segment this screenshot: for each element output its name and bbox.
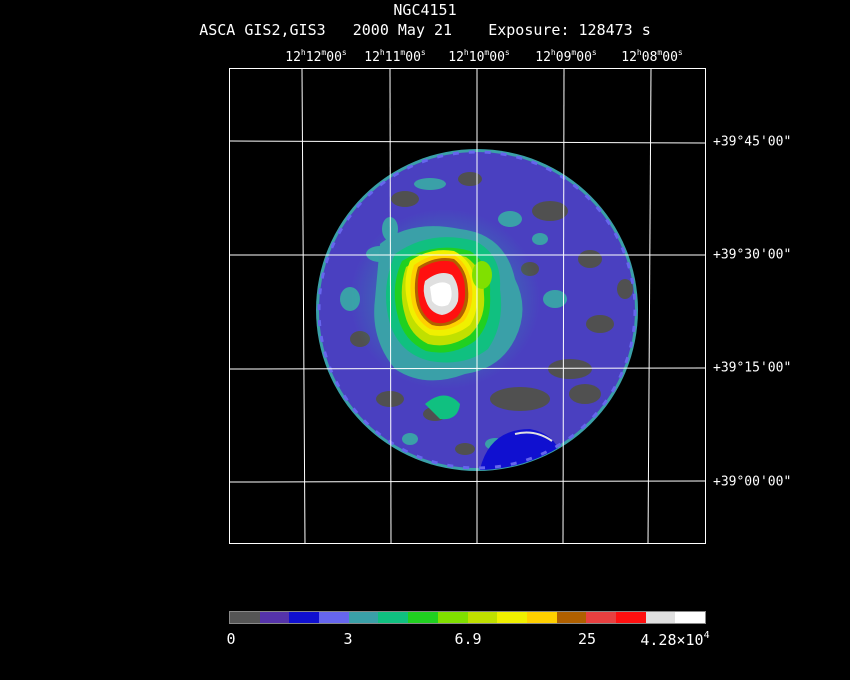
- ra-label: 12h08m00s: [621, 48, 683, 65]
- ra-label: 12h12m00s: [285, 48, 347, 65]
- colorbar-label: 25: [577, 630, 597, 648]
- colorbar-swatch: [497, 612, 527, 623]
- colorbar-swatch: [526, 612, 557, 623]
- observation-subtitle: ASCA GIS2,GIS3 2000 May 21 Exposure: 128…: [199, 21, 651, 39]
- colorbar-swatch: [467, 612, 498, 623]
- colorbar-swatch: [675, 612, 705, 623]
- colorbar-swatch: [319, 612, 349, 623]
- ra-label: 12h11m00s: [364, 48, 426, 65]
- detector-field: [316, 149, 638, 471]
- dec-label: +39°00'00": [713, 474, 792, 490]
- xray-image: [230, 69, 705, 543]
- dec-label: +39°15'00": [713, 360, 792, 376]
- ra-label: 12h09m00s: [535, 48, 597, 65]
- colorbar-swatch: [615, 612, 646, 623]
- colorbar-swatch: [230, 612, 260, 623]
- colorbar-swatch: [259, 612, 290, 623]
- colorbar-label: 6.9: [454, 630, 482, 648]
- colorbar-swatch: [437, 612, 468, 623]
- colorbar-swatch: [556, 612, 587, 623]
- colorbar-swatch: [408, 612, 438, 623]
- xray-image-panel: [229, 68, 706, 544]
- coordinate-grid: [230, 69, 705, 543]
- colorbar-swatch: [645, 612, 676, 623]
- object-title: NGC4151: [393, 1, 457, 19]
- colorbar-swatch: [348, 612, 379, 623]
- colorbar-max-label: 4.28×104: [640, 630, 710, 649]
- dec-label: +39°30'00": [713, 247, 792, 263]
- colorbar-swatch: [378, 612, 409, 623]
- colorbar-swatch: [586, 612, 616, 623]
- colorbar-min-label: 0: [226, 630, 236, 648]
- ra-label: 12h10m00s: [448, 48, 510, 65]
- color-scale-bar: [229, 611, 706, 624]
- dec-label: +39°45'00": [713, 134, 792, 150]
- colorbar-label: 3: [343, 630, 353, 648]
- colorbar-swatch: [289, 612, 320, 623]
